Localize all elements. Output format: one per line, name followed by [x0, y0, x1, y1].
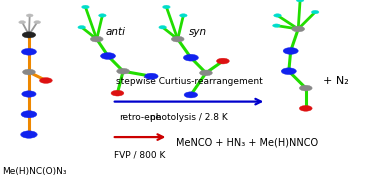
Circle shape [299, 85, 312, 91]
Circle shape [23, 69, 35, 75]
Circle shape [99, 14, 106, 17]
Text: MeNCO + HN₃ + Me(H)NNCO: MeNCO + HN₃ + Me(H)NNCO [176, 137, 318, 147]
Circle shape [144, 73, 158, 79]
Circle shape [22, 32, 36, 38]
Text: Me(H)NC(O)N₃: Me(H)NC(O)N₃ [3, 167, 67, 176]
Text: syn: syn [189, 27, 208, 37]
Circle shape [19, 21, 26, 24]
Circle shape [26, 14, 33, 17]
Text: + N₂: + N₂ [323, 76, 349, 86]
Circle shape [183, 54, 198, 61]
Circle shape [163, 5, 170, 9]
Text: retro-ene: retro-ene [119, 113, 161, 122]
Circle shape [311, 10, 319, 14]
Circle shape [274, 14, 281, 17]
Circle shape [39, 78, 52, 83]
Circle shape [180, 14, 187, 17]
Circle shape [292, 26, 305, 32]
Text: FVP / 800 K: FVP / 800 K [115, 151, 166, 160]
Circle shape [21, 131, 37, 138]
Circle shape [82, 5, 89, 9]
Text: anti: anti [105, 27, 125, 37]
Circle shape [299, 105, 312, 111]
Circle shape [217, 58, 229, 64]
Circle shape [200, 70, 212, 76]
Circle shape [22, 48, 36, 55]
Circle shape [78, 26, 85, 29]
Circle shape [34, 21, 40, 24]
Circle shape [22, 91, 36, 97]
Text: stepwise Curtius-rearrangement: stepwise Curtius-rearrangement [116, 77, 262, 86]
Circle shape [171, 36, 184, 42]
Circle shape [281, 68, 296, 75]
Circle shape [184, 92, 198, 98]
Circle shape [90, 36, 103, 42]
Text: photolysis / 2.8 K: photolysis / 2.8 K [150, 113, 228, 122]
Circle shape [296, 0, 304, 2]
Circle shape [159, 26, 166, 29]
Circle shape [283, 48, 298, 54]
Circle shape [111, 90, 124, 96]
Circle shape [273, 24, 280, 27]
Circle shape [101, 53, 116, 59]
Circle shape [117, 68, 130, 74]
Circle shape [21, 111, 37, 118]
